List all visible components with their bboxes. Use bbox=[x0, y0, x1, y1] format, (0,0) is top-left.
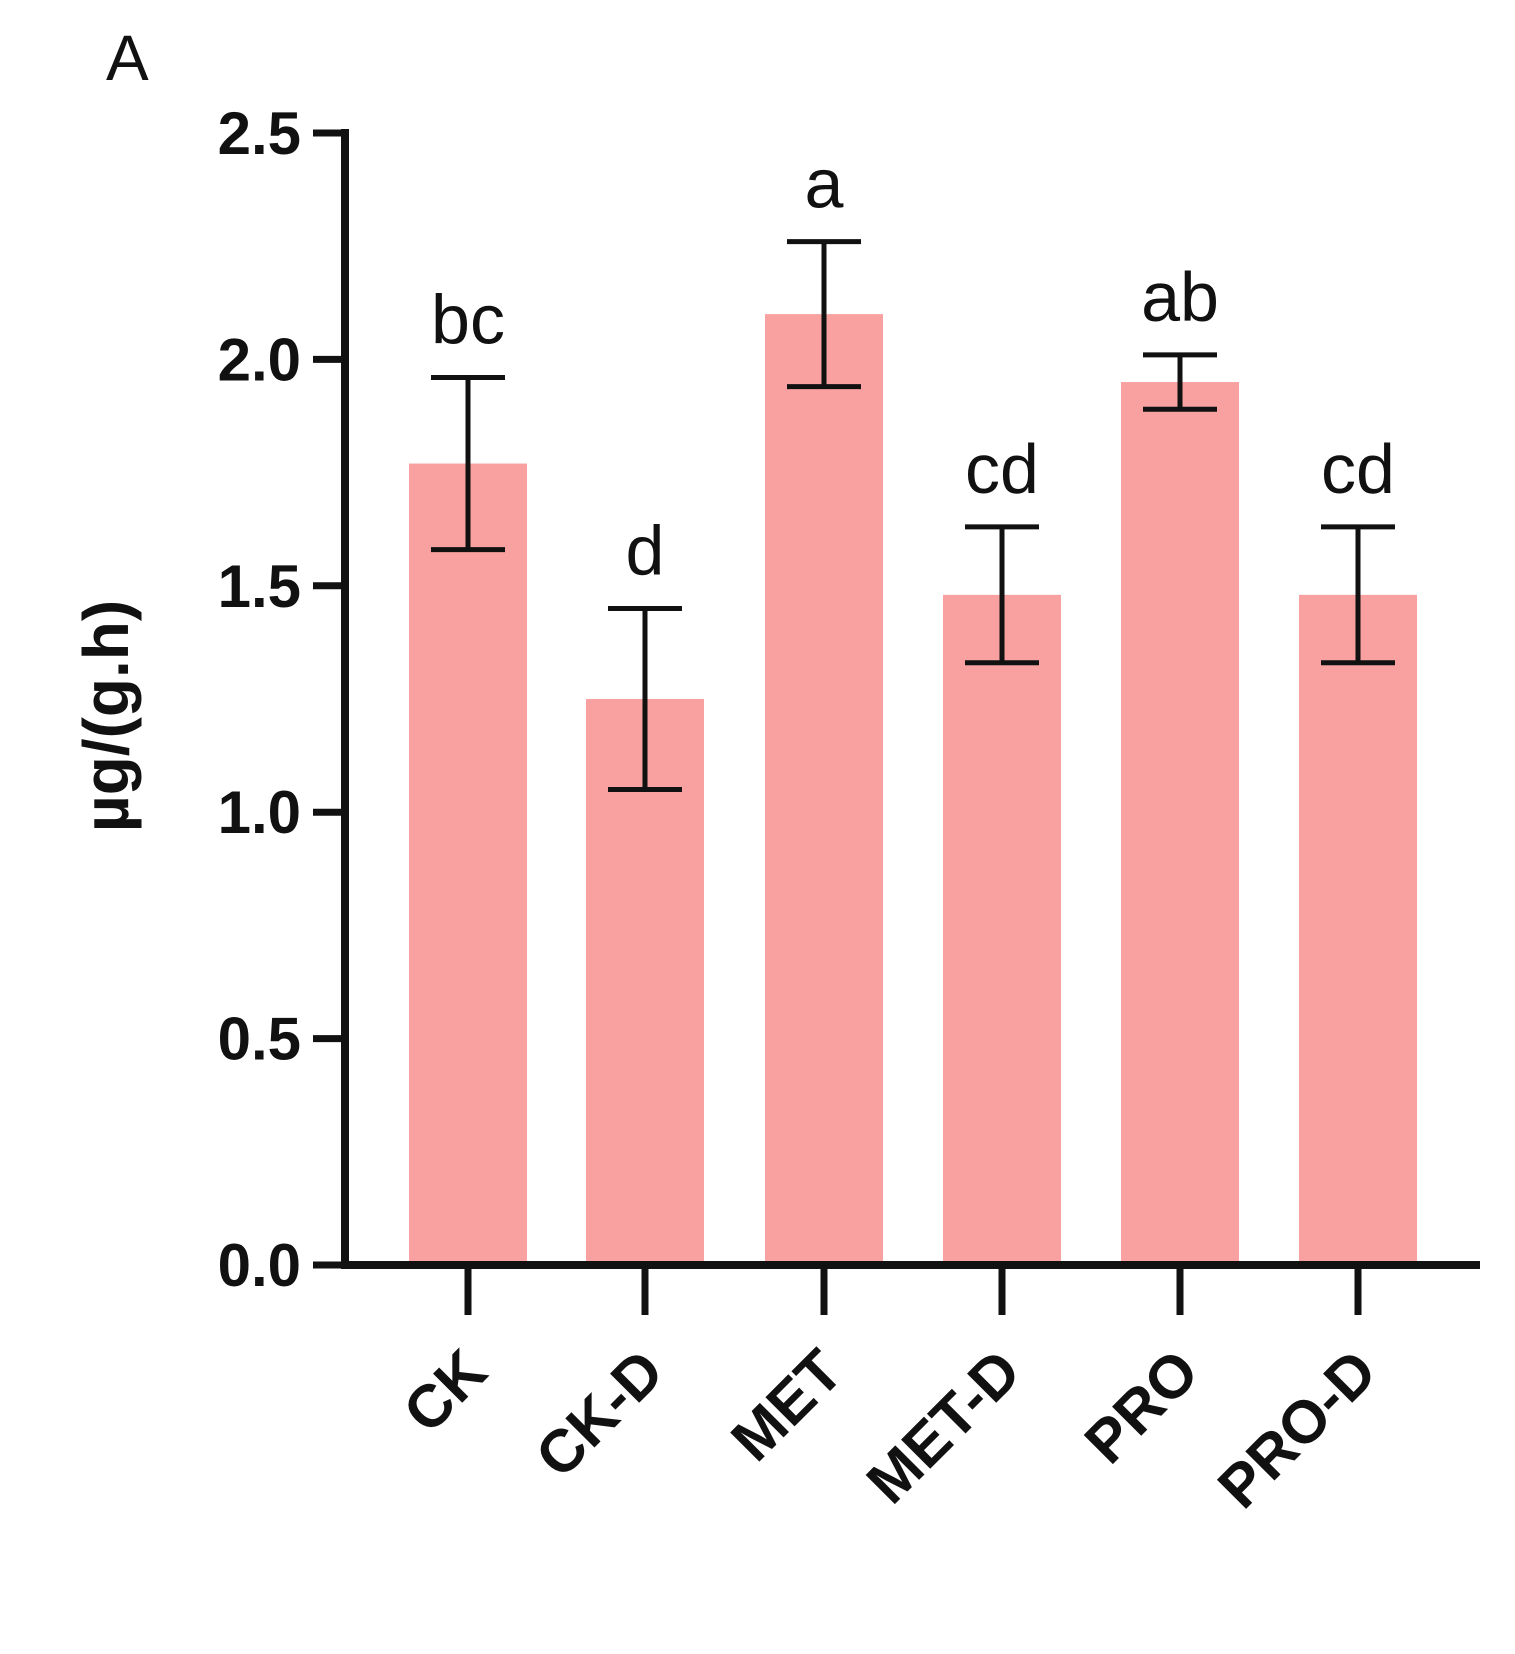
y-tick-label: 0.0 bbox=[218, 1232, 301, 1299]
x-tick-label-met: MET bbox=[718, 1337, 855, 1474]
significance-label-pro: ab bbox=[1141, 258, 1219, 336]
x-tick-label-pro: PRO bbox=[1072, 1337, 1211, 1476]
y-tick-label: 0.5 bbox=[218, 1006, 301, 1073]
y-tick-label: 1.5 bbox=[218, 553, 301, 620]
significance-labels-layer: bc d a cd ab cd bbox=[431, 145, 1395, 590]
bars-layer bbox=[409, 314, 1417, 1265]
significance-label-ck: bc bbox=[431, 281, 505, 359]
panel-label: A bbox=[106, 22, 149, 94]
x-tick-label-pro-d: PRO-D bbox=[1205, 1337, 1389, 1521]
bar-ck-d bbox=[586, 699, 704, 1265]
y-tick-label: 2.0 bbox=[218, 326, 301, 393]
y-tick-label: 1.0 bbox=[218, 779, 301, 846]
significance-label-met: a bbox=[805, 145, 844, 223]
x-tick-label-ck: CK bbox=[391, 1337, 500, 1446]
x-tick-label-ck-d: CK-D bbox=[523, 1337, 676, 1490]
bar-met-d bbox=[943, 594, 1061, 1265]
significance-label-met-d: cd bbox=[965, 430, 1039, 508]
bar-ck bbox=[409, 463, 527, 1265]
y-tick-label: 2.5 bbox=[218, 100, 301, 167]
y-axis-title: µg/(g.h) bbox=[70, 600, 142, 832]
significance-label-pro-d: cd bbox=[1321, 430, 1395, 508]
significance-label-ck-d: d bbox=[626, 511, 665, 589]
x-tick-label-met-d: MET-D bbox=[854, 1337, 1033, 1516]
bar-met bbox=[765, 314, 883, 1265]
error-bars-layer bbox=[431, 239, 1395, 793]
y-ticks-layer: 0.0 0.5 1.0 1.5 2.0 2.5 bbox=[218, 100, 345, 1299]
bar-pro bbox=[1121, 382, 1239, 1265]
bar-pro-d bbox=[1299, 594, 1417, 1265]
axes-layer bbox=[341, 129, 1480, 1269]
